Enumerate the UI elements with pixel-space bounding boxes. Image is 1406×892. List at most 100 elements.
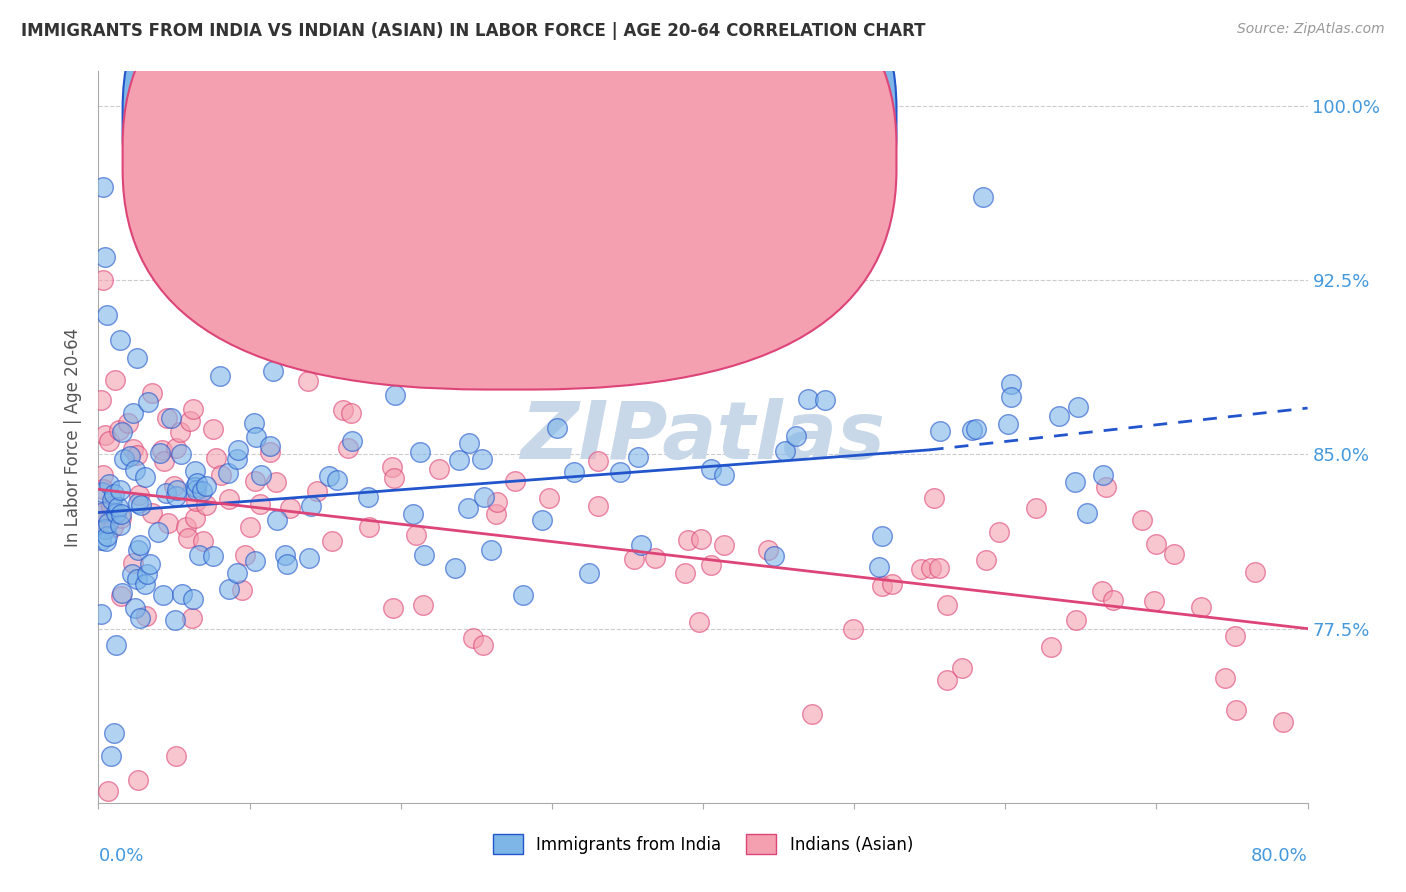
Point xyxy=(165,441,187,455)
Point xyxy=(245,430,267,444)
Point xyxy=(103,487,125,501)
Point xyxy=(1132,512,1154,526)
Point xyxy=(179,414,201,428)
Point xyxy=(249,497,271,511)
Point xyxy=(1102,592,1125,607)
Point xyxy=(98,476,121,491)
Point xyxy=(110,589,132,603)
Point xyxy=(218,582,240,596)
Point xyxy=(243,554,266,568)
Point xyxy=(105,507,128,521)
Point xyxy=(562,465,585,479)
Point xyxy=(155,486,177,500)
Point xyxy=(472,490,495,504)
Point xyxy=(479,543,502,558)
Point xyxy=(700,462,723,476)
Point xyxy=(129,499,152,513)
Point xyxy=(111,425,134,439)
Point xyxy=(318,469,340,483)
Point xyxy=(688,615,710,630)
Point xyxy=(1223,629,1246,643)
Point xyxy=(1092,468,1115,483)
Point xyxy=(922,491,945,505)
Point xyxy=(357,490,380,504)
Point xyxy=(997,417,1019,431)
Point xyxy=(107,500,129,515)
Point xyxy=(457,501,479,516)
Point xyxy=(139,558,162,572)
Point xyxy=(928,561,950,575)
FancyBboxPatch shape xyxy=(122,0,897,353)
Point xyxy=(90,607,112,622)
Point xyxy=(166,483,188,498)
Point xyxy=(124,601,146,615)
Point xyxy=(797,392,820,406)
Point xyxy=(910,562,932,576)
Point xyxy=(124,463,146,477)
Text: N =: N = xyxy=(697,104,728,123)
Point xyxy=(336,442,359,456)
Point xyxy=(530,513,553,527)
Point xyxy=(225,452,247,467)
Point xyxy=(627,450,650,464)
Point xyxy=(405,528,427,542)
Point xyxy=(471,638,494,652)
Text: N =: N = xyxy=(697,141,728,160)
Point xyxy=(184,464,207,478)
Point xyxy=(90,392,112,407)
Point xyxy=(384,388,406,402)
Point xyxy=(800,706,823,721)
Point xyxy=(485,507,508,521)
Point xyxy=(231,582,253,597)
Point xyxy=(112,451,135,466)
Point xyxy=(103,519,125,533)
Point xyxy=(181,402,204,417)
Point xyxy=(1244,565,1267,579)
Point xyxy=(159,410,181,425)
Point xyxy=(512,588,534,602)
Point xyxy=(127,496,149,510)
Point xyxy=(135,566,157,581)
Point xyxy=(936,673,959,687)
Point xyxy=(262,364,284,378)
FancyBboxPatch shape xyxy=(461,86,872,195)
Point xyxy=(297,374,319,388)
Point xyxy=(121,567,143,582)
Point xyxy=(97,784,120,798)
Point xyxy=(321,534,343,549)
Point xyxy=(91,507,114,521)
Point xyxy=(202,549,225,563)
Point xyxy=(1272,714,1295,729)
Text: 0.178: 0.178 xyxy=(613,104,665,123)
Point xyxy=(676,533,699,547)
Point xyxy=(1000,390,1022,404)
Point xyxy=(412,599,434,613)
Point xyxy=(205,451,228,466)
Point xyxy=(332,402,354,417)
Point xyxy=(1067,400,1090,414)
Point xyxy=(713,538,735,552)
Point xyxy=(190,483,212,498)
Point xyxy=(1163,547,1185,561)
Point xyxy=(485,495,508,509)
Point xyxy=(101,492,124,507)
Point xyxy=(935,599,957,613)
Point xyxy=(134,577,156,591)
Point xyxy=(125,448,148,462)
Point xyxy=(186,476,208,491)
Point xyxy=(170,447,193,461)
Point xyxy=(104,373,127,387)
Point xyxy=(644,550,666,565)
Point xyxy=(122,442,145,456)
Point xyxy=(1076,506,1098,520)
Point xyxy=(93,505,115,519)
Point xyxy=(157,516,180,530)
Text: R =: R = xyxy=(551,104,582,123)
Point xyxy=(773,443,796,458)
Text: ZIPatlas: ZIPatlas xyxy=(520,398,886,476)
Point xyxy=(153,454,176,468)
Point xyxy=(165,489,187,503)
Point xyxy=(135,609,157,624)
Point xyxy=(209,369,232,384)
Text: R =: R = xyxy=(551,141,582,160)
